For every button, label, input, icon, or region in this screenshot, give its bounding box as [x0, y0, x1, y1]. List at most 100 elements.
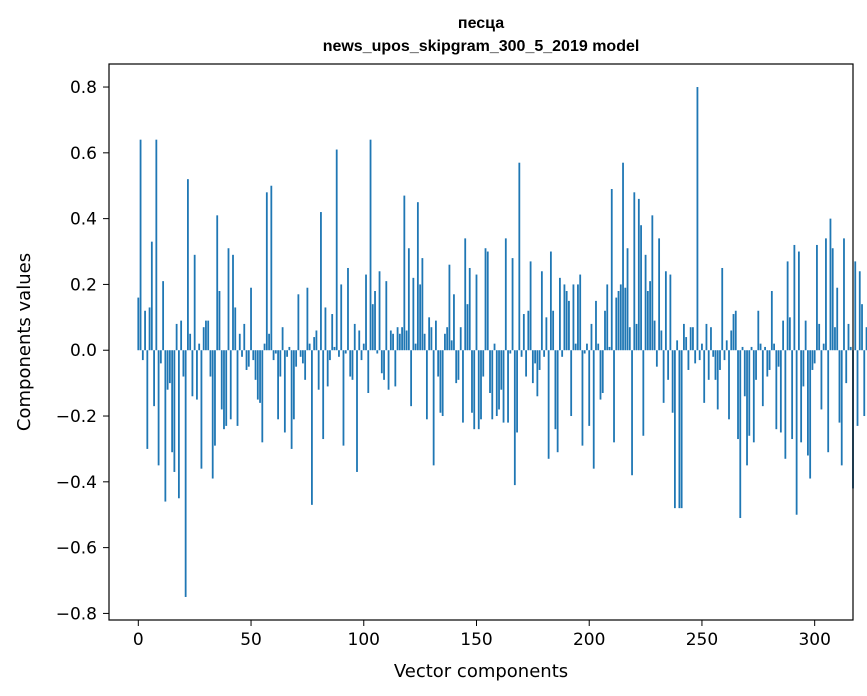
bar-component-306: [827, 350, 830, 453]
bar-component-227: [649, 281, 651, 351]
bar-component-23: [189, 333, 192, 351]
bar-component-258: [719, 350, 721, 370]
bar-component-72: [299, 350, 302, 357]
y-tick-label: −0.6: [56, 539, 97, 559]
bar-component-207: [604, 310, 606, 351]
bar-component-43: [234, 307, 237, 351]
x-tick-label: 300: [798, 630, 830, 650]
bar-component-236: [669, 274, 672, 351]
bar-component-4: [146, 350, 149, 449]
bar-component-164: [507, 350, 509, 423]
bar-component-307: [829, 218, 832, 351]
bar-component-239: [676, 340, 679, 351]
bar-component-263: [730, 330, 733, 351]
bar-component-237: [671, 350, 674, 413]
bar-component-320: [858, 271, 861, 351]
bar-component-308: [831, 248, 834, 351]
bar-component-183: [549, 251, 552, 351]
x-tick-label: 150: [460, 630, 492, 650]
bar-component-81: [320, 212, 322, 351]
bar-component-105: [374, 291, 376, 351]
bar-component-41: [229, 350, 232, 420]
bar-component-305: [825, 238, 827, 351]
bar-component-303: [820, 350, 823, 410]
bar-component-38: [223, 350, 225, 430]
bar-component-49: [247, 350, 250, 367]
bar-component-21: [184, 350, 187, 597]
bar-component-151: [477, 350, 480, 430]
bar-component-294: [800, 350, 803, 443]
bar-component-44: [236, 350, 239, 426]
bar-component-211: [613, 350, 615, 443]
bar-component-208: [606, 284, 609, 351]
bar-component-26: [196, 350, 198, 400]
bar-component-233: [662, 350, 665, 403]
bar-component-86: [331, 314, 334, 351]
bar-component-15: [171, 350, 174, 453]
bar-component-98: [358, 330, 361, 351]
bar-component-176: [534, 350, 537, 364]
bar-component-45: [238, 333, 241, 351]
bar-component-18: [177, 350, 180, 499]
bar-component-249: [698, 350, 701, 361]
bar-component-260: [723, 350, 726, 361]
bar-component-267: [739, 350, 742, 519]
bar-component-189: [563, 284, 566, 351]
plot-frame: [108, 63, 854, 621]
bar-component-146: [466, 304, 469, 351]
bar-component-301: [816, 244, 818, 351]
bar-component-17: [175, 323, 178, 351]
bar-component-187: [559, 277, 561, 351]
bar-component-135: [441, 350, 444, 417]
bar-component-185: [554, 350, 557, 430]
bar-component-48: [245, 350, 248, 370]
y-tick-label: 0.4: [70, 210, 97, 230]
chart-subtitle: news_upos_skipgram_300_5_2019 model: [323, 38, 640, 55]
bar-component-20: [182, 350, 185, 377]
bar-component-310: [836, 287, 839, 351]
bar-component-29: [202, 327, 205, 351]
bar-component-161: [500, 350, 503, 390]
x-tick-label: 250: [686, 630, 718, 650]
bar-component-123: [414, 343, 417, 351]
bar-component-315: [847, 323, 850, 351]
bar-component-202: [592, 350, 595, 469]
bar-component-166: [511, 258, 514, 351]
bar-component-109: [383, 350, 385, 380]
bar-component-283: [775, 350, 778, 430]
bar-component-274: [755, 350, 757, 380]
x-tick-label: 0: [133, 630, 144, 650]
bar-component-204: [597, 343, 600, 351]
bar-component-39: [225, 350, 228, 426]
bar-component-186: [556, 350, 559, 453]
bar-component-194: [574, 343, 577, 351]
bar-component-182: [547, 350, 550, 459]
bar-component-221: [635, 323, 638, 351]
bar-component-73: [301, 350, 304, 364]
bar-component-79: [315, 330, 318, 351]
bar-component-314: [845, 350, 848, 384]
bar-component-265: [734, 310, 737, 351]
bar-component-104: [371, 304, 374, 351]
bar-component-264: [732, 314, 735, 351]
chart-title: песца: [458, 15, 504, 32]
bar-component-296: [804, 320, 807, 351]
bar-component-27: [198, 343, 201, 351]
y-axis-label: Components values: [14, 253, 35, 431]
bar-component-33: [211, 350, 214, 479]
bar-component-133: [437, 350, 440, 377]
bar-component-136: [444, 333, 446, 351]
bar-component-269: [743, 350, 746, 397]
bar-component-302: [818, 323, 821, 351]
bar-component-115: [396, 327, 399, 351]
bar-component-304: [822, 343, 825, 351]
bar-component-228: [651, 215, 654, 351]
bar-component-243: [685, 337, 688, 351]
bar-component-229: [653, 320, 656, 351]
y-tick-label: −0.2: [56, 407, 97, 427]
bar-component-122: [412, 277, 415, 351]
bar-component-188: [561, 350, 564, 357]
bar-component-170: [520, 350, 523, 357]
bar-component-279: [766, 350, 769, 377]
bar-component-197: [581, 350, 584, 446]
